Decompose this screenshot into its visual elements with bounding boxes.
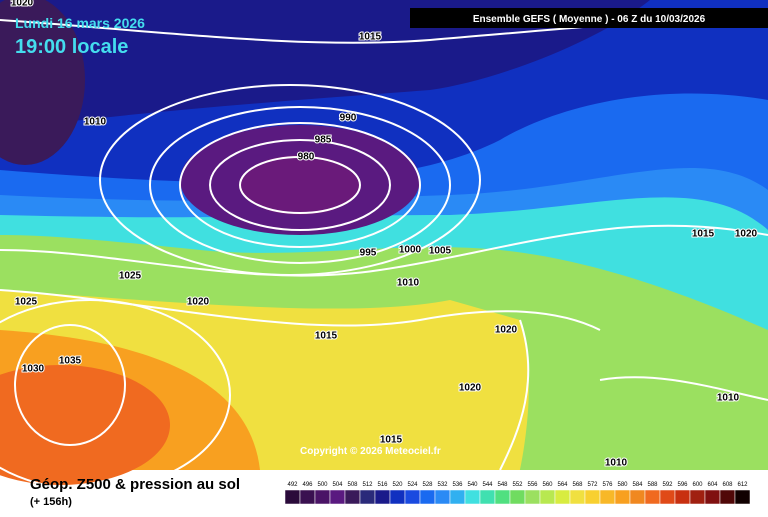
isobars <box>0 14 768 491</box>
colorbar-label: 576 <box>602 482 613 488</box>
colorbar-cell <box>359 489 376 505</box>
colorbar-label: 588 <box>647 482 658 488</box>
colorbar-label: 548 <box>497 482 508 488</box>
colorbar-cell <box>554 489 571 505</box>
footer-title: Géop. Z500 & pression au sol <box>30 476 240 493</box>
colorbar-label: 560 <box>542 482 553 488</box>
map-field <box>0 0 768 485</box>
colorbar-cell <box>644 489 661 505</box>
colorbar-cell <box>509 489 526 505</box>
colorbar-label: 492 <box>287 482 298 488</box>
colorbar-cell <box>389 489 406 505</box>
isobar-label: 1015 <box>692 229 715 240</box>
colorbar-cell <box>434 489 451 505</box>
colorbar: 492 496 500 504 508 512 516 520 524 528 532 536 540 5… <box>284 482 751 505</box>
isobar-label: 1020 <box>11 0 34 9</box>
date: Lundi 16 mars 2026 <box>15 15 145 31</box>
colorbar-cell <box>674 489 691 505</box>
isobar-label: 1005 <box>429 246 452 257</box>
colorbar-label: 608 <box>722 482 733 488</box>
colorbar-cell <box>629 489 646 505</box>
colorbar-label: 604 <box>707 482 718 488</box>
colorbar-label: 512 <box>362 482 373 488</box>
colorbar-cell <box>599 489 616 505</box>
colorbar-label: 580 <box>617 482 628 488</box>
colorbar-label: 544 <box>482 482 493 488</box>
colorbar-label: 524 <box>407 482 418 488</box>
colorbar-cell <box>374 489 391 505</box>
colorbar-cell <box>734 489 751 505</box>
isobar-label: 1020 <box>459 383 482 394</box>
colorbar-cell <box>419 489 436 505</box>
colorbar-label: 500 <box>317 482 328 488</box>
footer-lead: (+ 156h) <box>30 496 72 508</box>
colorbar-cell <box>299 489 316 505</box>
colorbar-label: 520 <box>392 482 403 488</box>
isobar-label: 1020 <box>735 229 758 240</box>
colorbar-cell <box>464 489 481 505</box>
isobar-label: 1015 <box>315 331 338 342</box>
colorbar-label: 552 <box>512 482 523 488</box>
isobar-label: 1025 <box>119 271 142 282</box>
isobar-label: 980 <box>298 152 315 163</box>
colorbar-label: 592 <box>662 482 673 488</box>
isobar-label: 1010 <box>397 278 420 289</box>
isobar-label: 1030 <box>22 364 45 375</box>
colorbar-label: 496 <box>302 482 313 488</box>
isobar-label: 1020 <box>495 325 518 336</box>
colorbar-cell <box>584 489 601 505</box>
colorbar-cell <box>314 489 331 505</box>
colorbar-label: 532 <box>437 482 448 488</box>
colorbar-cell <box>404 489 421 505</box>
isobar-label: 1015 <box>380 435 403 446</box>
isobar-label: 1010 <box>605 458 628 469</box>
colorbar-cell <box>539 489 556 505</box>
colorbar-label: 572 <box>587 482 598 488</box>
colorbar-label: 564 <box>557 482 568 488</box>
isobar-label: 990 <box>340 113 357 124</box>
isobar-labels: 1020 1015 1010 990 985 980 995 1000 1005… <box>10 0 759 470</box>
colorbar-label: 504 <box>332 482 343 488</box>
colorbar-cell <box>329 489 346 505</box>
colorbar-cell <box>479 489 496 505</box>
isobar-label: 1020 <box>187 297 210 308</box>
colorbar-label: 596 <box>677 482 688 488</box>
run-info: Ensemble GEFS ( Moyenne ) - 06 Z du 10/0… <box>473 14 706 25</box>
isobar-label: 1010 <box>84 117 107 128</box>
colorbar-cell <box>659 489 676 505</box>
isobar-label: 995 <box>360 248 377 259</box>
colorbar-label: 612 <box>737 482 748 488</box>
colorbar-cell <box>494 489 511 505</box>
isobar-label: 1010 <box>717 393 740 404</box>
colorbar-label: 508 <box>347 482 358 488</box>
colorbar-cell <box>284 489 301 505</box>
colorbar-cell <box>344 489 361 505</box>
colorbar-label: 516 <box>377 482 388 488</box>
isobar-label: 1000 <box>399 245 422 256</box>
colorbar-cell <box>704 489 721 505</box>
colorbar-label: 568 <box>572 482 583 488</box>
colorbar-cell <box>449 489 466 505</box>
colorbar-cell <box>614 489 631 505</box>
colorbar-label: 556 <box>527 482 538 488</box>
colorbar-cell <box>689 489 706 505</box>
colorbar-label: 528 <box>422 482 433 488</box>
colorbar-cell <box>719 489 736 505</box>
time: 19:00 locale <box>15 36 128 58</box>
isobar-label: 1025 <box>15 297 38 308</box>
isobar-label: 1015 <box>359 32 382 43</box>
colorbar-label: 540 <box>467 482 478 488</box>
colorbar-label: 600 <box>692 482 703 488</box>
colorbar-label: 584 <box>632 482 643 488</box>
copyright: Copyright © 2026 Meteociel.fr <box>300 446 441 457</box>
isobar-label: 985 <box>315 135 332 146</box>
colorbar-cell <box>569 489 586 505</box>
colorbar-cell <box>524 489 541 505</box>
isobar-label: 1035 <box>59 356 82 367</box>
run-box <box>410 8 768 28</box>
colorbar-label: 536 <box>452 482 463 488</box>
